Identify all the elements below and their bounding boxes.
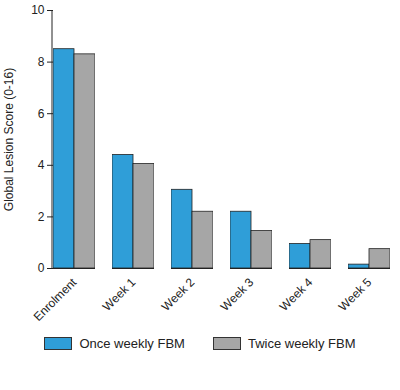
svg-text:Global Lesion Score (0-16): Global Lesion Score (0-16) — [2, 68, 16, 211]
svg-text:Week 2: Week 2 — [159, 275, 198, 314]
svg-text:4: 4 — [38, 158, 45, 172]
html-text:Once weekly FBM: Once weekly FBM — [79, 336, 185, 351]
svg-text:Week 1: Week 1 — [100, 275, 139, 314]
svg-text:8: 8 — [38, 55, 45, 69]
svg-text:10: 10 — [31, 3, 45, 17]
svg-text:0: 0 — [38, 261, 45, 275]
svg-text:Week 5: Week 5 — [336, 275, 375, 314]
svg-text:2: 2 — [38, 210, 45, 224]
svg-text:Week 3: Week 3 — [218, 275, 257, 314]
html-text:Twice weekly FBM: Twice weekly FBM — [247, 336, 356, 351]
svg-text:Week 4: Week 4 — [277, 275, 316, 314]
svg-text:6: 6 — [38, 107, 45, 121]
svg-text:Enrolment: Enrolment — [31, 275, 80, 324]
